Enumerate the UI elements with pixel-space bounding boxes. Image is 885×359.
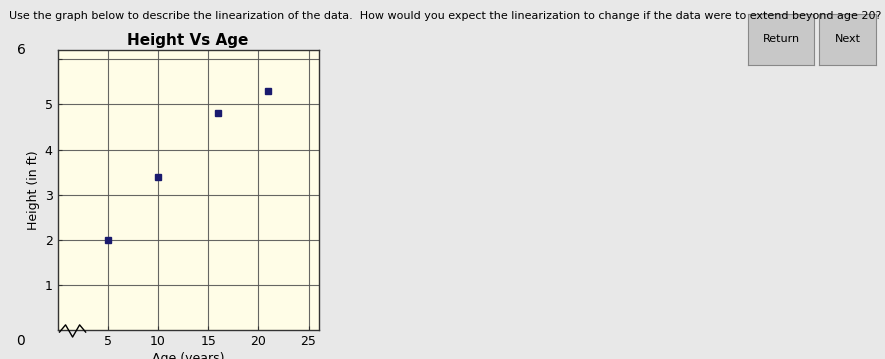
- Title: Height Vs Age: Height Vs Age: [127, 33, 249, 48]
- Text: Use the graph below to describe the linearization of the data.  How would you ex: Use the graph below to describe the line…: [9, 11, 881, 21]
- Y-axis label: Height (in ft): Height (in ft): [27, 150, 41, 230]
- Text: 0: 0: [17, 335, 26, 349]
- Text: Next: Next: [835, 34, 860, 45]
- Text: Return: Return: [763, 34, 799, 45]
- X-axis label: Age (years): Age (years): [152, 352, 224, 359]
- Text: 6: 6: [17, 43, 26, 57]
